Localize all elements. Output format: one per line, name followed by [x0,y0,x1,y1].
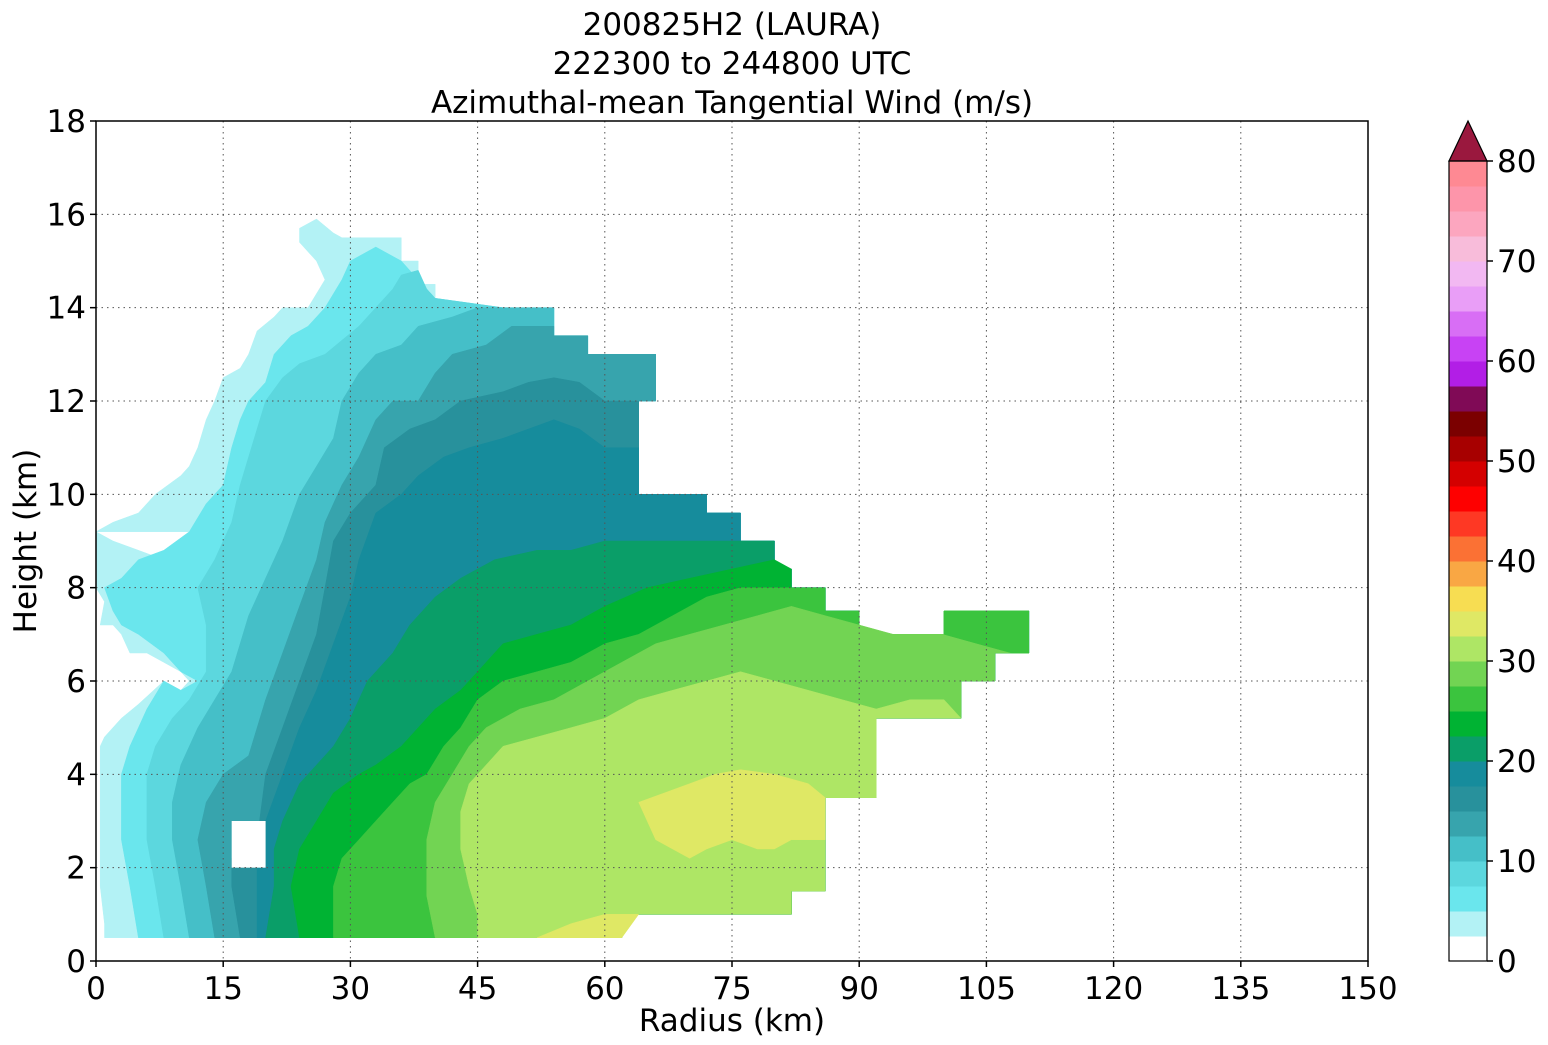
colorbar-tick-label-80: 80 [1497,144,1536,180]
colorbar-band-1 [1449,911,1487,937]
y-tick-label-18: 18 [47,104,86,140]
x-tick-label-120: 120 [1084,971,1143,1007]
colorbar-tick-label-50: 50 [1497,444,1536,480]
colorbar-band-15 [1449,561,1487,587]
contour-band-32.5-13 [536,914,640,938]
colorbar-tick-label-70: 70 [1497,244,1536,280]
colorbar-tick-label-30: 30 [1497,644,1536,680]
y-tick-label-2: 2 [66,851,86,887]
masked-missing-data [231,821,266,868]
contour-fill-group [96,218,1030,938]
x-axis-label: Radius (km) [639,1003,825,1039]
x-tick-label-105: 105 [957,971,1016,1007]
colorbar-band-9 [1449,711,1487,737]
grid-lines [96,121,1368,961]
colorbar-band-2 [1449,886,1487,912]
colorbar-band-27 [1449,261,1487,287]
colorbar-band-17 [1449,511,1487,537]
x-tick-label-60: 60 [585,971,624,1007]
colorbar-band-10 [1449,686,1487,712]
colorbar-band-0 [1449,936,1487,962]
colorbar-band-12 [1449,636,1487,662]
chart-title-line-3: Azimuthal-mean Tangential Wind (m/s) [430,85,1034,121]
colorbar-band-5 [1449,811,1487,837]
y-axis-ticks: 0 2 4 6 8 10 12 14 16 18 [47,104,96,980]
colorbar-tick-label-10: 10 [1497,844,1536,880]
x-tick-label-150: 150 [1338,971,1397,1007]
y-tick-label-10: 10 [47,477,86,513]
colorbar-band-24 [1449,336,1487,362]
colorbar-band-28 [1449,236,1487,262]
y-tick-label-16: 16 [47,197,86,233]
colorbar-band-18 [1449,486,1487,512]
colorbar-band-23 [1449,361,1487,387]
colorbar-band-19 [1449,461,1487,487]
x-tick-label-0: 0 [86,971,106,1007]
colorbar: 0 10 20 30 40 50 60 70 80 [1448,119,1536,980]
colorbar-band-25 [1449,311,1487,337]
y-tick-label-12: 12 [47,384,86,420]
colorbar-band-21 [1449,411,1487,437]
colorbar-tick-label-0: 0 [1497,944,1517,980]
colorbar-band-16 [1449,536,1487,562]
colorbar-tick-label-40: 40 [1497,544,1536,580]
colorbar-band-31 [1449,161,1487,187]
y-tick-label-14: 14 [47,291,86,327]
x-tick-label-15: 15 [203,971,242,1007]
x-tick-label-45: 45 [458,971,497,1007]
colorbar-band-13 [1449,611,1487,637]
colorbar-band-26 [1449,286,1487,312]
y-tick-label-0: 0 [66,944,86,980]
x-axis-ticks: 0 15 30 45 60 75 90 105 120 135 150 [86,961,1398,1007]
chart-title-line-2: 222300 to 244800 UTC [552,46,912,82]
contour-band-25-15 [943,610,1030,654]
colorbar-band-3 [1449,861,1487,887]
colorbar-tick-label-60: 60 [1497,344,1536,380]
colorbar-band-30 [1449,186,1487,212]
colorbar-band-11 [1449,661,1487,687]
chart-title-line-1: 200825H2 (LAURA) [582,7,882,43]
colorbar-band-8 [1449,736,1487,762]
colorbar-extend-triangle [1448,119,1488,162]
colorbar-band-29 [1449,211,1487,237]
colorbar-band-14 [1449,586,1487,612]
colorbar-band-4 [1449,836,1487,862]
x-tick-label-30: 30 [331,971,370,1007]
colorbar-tick-label-20: 20 [1497,744,1536,780]
colorbar-band-20 [1449,436,1487,462]
x-tick-label-135: 135 [1211,971,1270,1007]
y-tick-label-8: 8 [66,571,86,607]
colorbar-band-7 [1449,761,1487,787]
x-tick-label-90: 90 [839,971,878,1007]
y-tick-label-4: 4 [66,757,86,793]
colorbar-band-22 [1449,386,1487,412]
x-tick-label-75: 75 [712,971,751,1007]
colorbar-band-6 [1449,786,1487,812]
y-axis-label: Height (km) [8,449,44,634]
y-tick-label-6: 6 [66,664,86,700]
